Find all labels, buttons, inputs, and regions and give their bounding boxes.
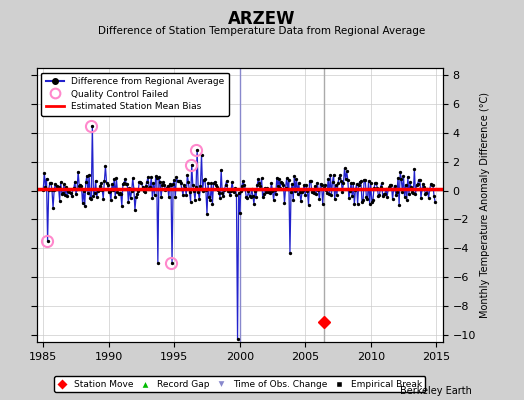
Text: ARZEW: ARZEW bbox=[228, 10, 296, 28]
Legend: Station Move, Record Gap, Time of Obs. Change, Empirical Break: Station Move, Record Gap, Time of Obs. C… bbox=[54, 376, 425, 392]
Text: Berkeley Earth: Berkeley Earth bbox=[400, 386, 472, 396]
Text: Difference of Station Temperature Data from Regional Average: Difference of Station Temperature Data f… bbox=[99, 26, 425, 36]
Y-axis label: Monthly Temperature Anomaly Difference (°C): Monthly Temperature Anomaly Difference (… bbox=[480, 92, 490, 318]
